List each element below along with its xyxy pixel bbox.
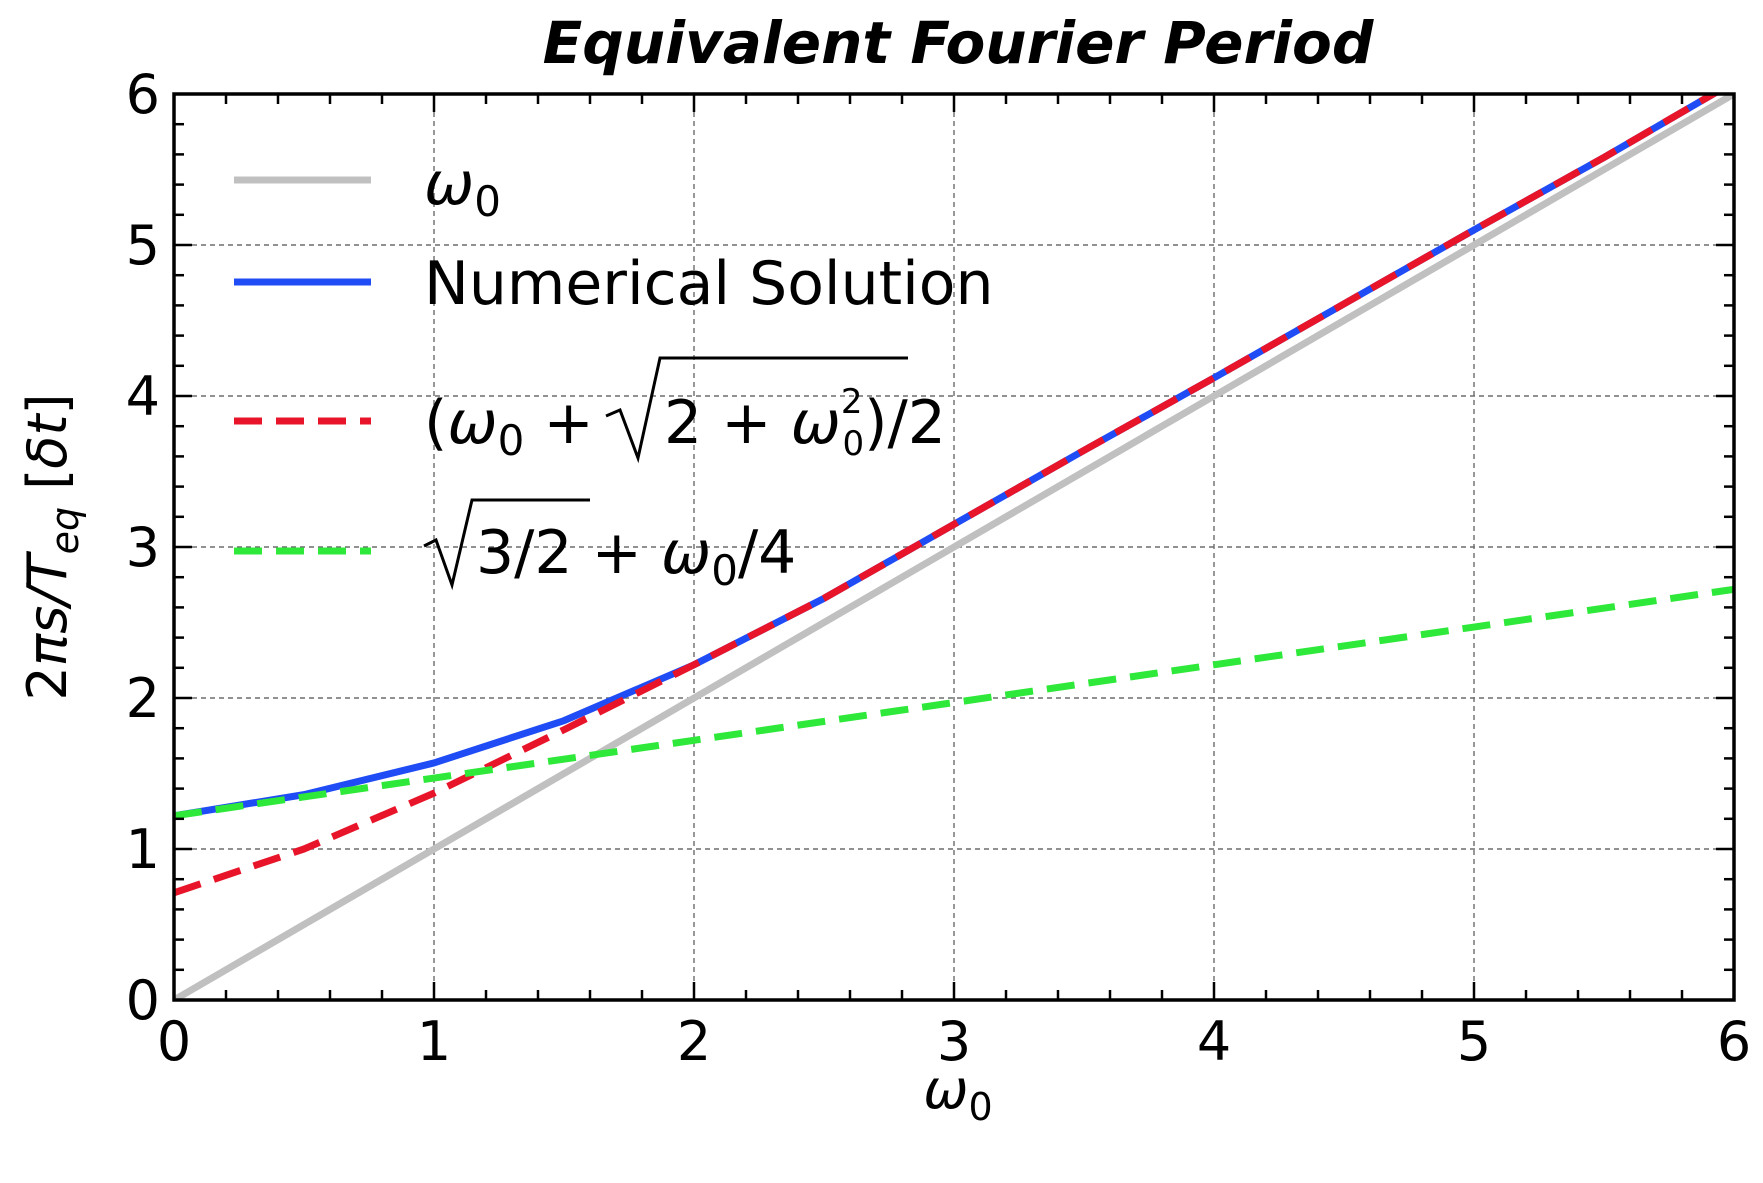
x-tick-label-0: 0 <box>157 1010 191 1073</box>
y-tick-label-3: 3 <box>126 516 160 579</box>
y-tick-label-4: 4 <box>126 365 160 428</box>
y-axis-label: 2πs/Teq [δt] <box>16 393 87 700</box>
legend-label-approx1: (ω0 + 2 + ω2 0)/2 <box>424 358 946 465</box>
svg-text:(ω0 +: (ω0 + <box>424 388 594 465</box>
legend-label-approx2: 3/2 + ω0/4 <box>424 500 796 595</box>
x-tick-label-4: 4 <box>1197 1010 1231 1073</box>
x-tick-label-6: 6 <box>1717 1010 1751 1073</box>
y-tick-labels: 0 1 2 3 4 5 6 <box>126 63 160 1032</box>
y-tick-label-0: 0 <box>126 969 160 1032</box>
y-tick-label-6: 6 <box>126 63 160 126</box>
svg-text:2 + ω20)/2: 2 + ω2 0)/2 <box>664 382 946 464</box>
svg-text:3/2 + ω0/4: 3/2 + ω0/4 <box>476 518 796 595</box>
x-tick-label-2: 2 <box>677 1010 711 1073</box>
x-tick-label-1: 1 <box>417 1010 451 1073</box>
chart-title: Equivalent Fourier Period <box>543 9 1374 77</box>
legend: ω0 Numerical Solution (ω0 + 2 + ω2 0)/2 3… <box>234 149 994 595</box>
legend-label-numerical: Numerical Solution <box>424 249 994 319</box>
x-axis-label: ω0 <box>923 1058 992 1129</box>
y-tick-label-1: 1 <box>126 818 160 881</box>
legend-label-omega0: ω0 <box>424 149 501 226</box>
x-tick-label-5: 5 <box>1457 1010 1491 1073</box>
y-tick-label-2: 2 <box>126 667 160 730</box>
y-tick-label-5: 5 <box>126 214 160 277</box>
